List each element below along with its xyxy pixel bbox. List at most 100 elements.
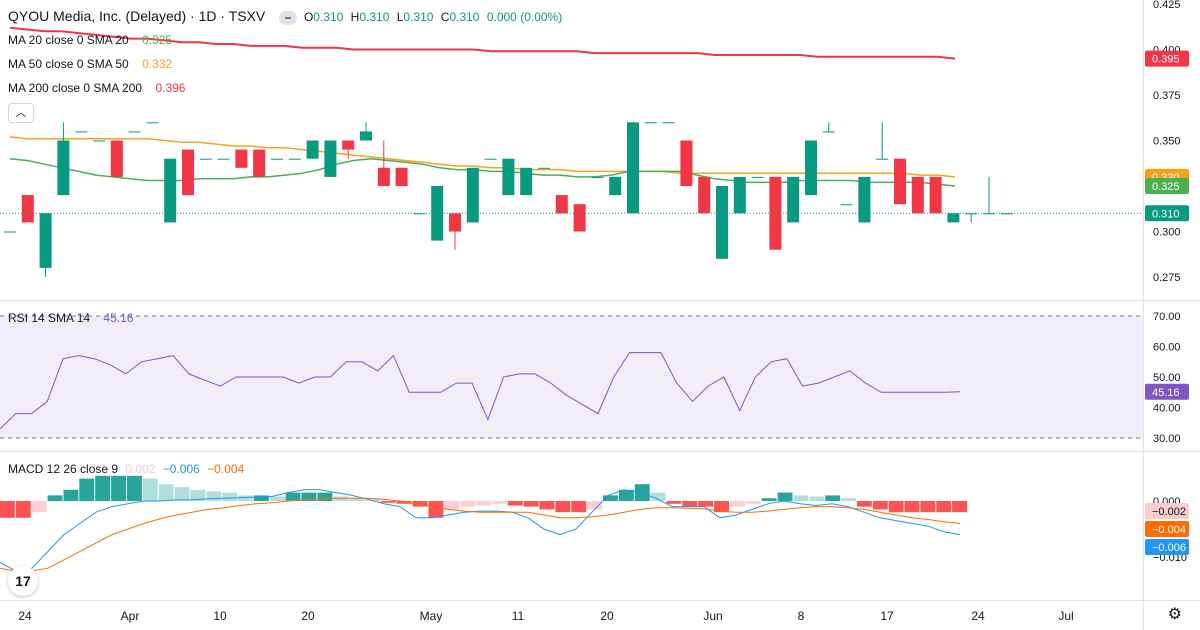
candle[interactable] [413,213,426,215]
symbol-title[interactable]: QYOU Media, Inc. (Delayed) · 1D · TSXV [8,8,266,24]
histogram-bar[interactable] [603,495,618,501]
candle[interactable] [805,140,817,196]
candle[interactable] [965,213,978,223]
histogram-bar[interactable] [904,501,920,513]
histogram-bar[interactable] [698,501,714,507]
histogram-bar[interactable] [111,475,126,501]
candle[interactable] [324,140,337,177]
candle[interactable] [377,140,390,187]
candle[interactable] [769,176,782,250]
candle[interactable] [947,213,960,223]
histogram-bar[interactable] [730,501,745,507]
histogram-bar[interactable] [856,501,872,507]
histogram-bar[interactable] [396,501,412,504]
histogram-bar[interactable] [809,496,825,502]
macd-legend[interactable]: MACD 12 26 close 9 0.002 −0.006 −0.004 [8,462,248,476]
histogram-bar[interactable] [380,501,396,503]
candle[interactable] [787,176,800,223]
histogram-bar[interactable] [476,501,491,506]
histogram-bar[interactable] [412,501,428,507]
candle[interactable] [929,176,942,214]
candle[interactable] [57,122,70,196]
histogram-bar[interactable] [349,498,364,501]
candle[interactable] [983,176,995,215]
candle[interactable] [733,176,746,214]
histogram-bar[interactable] [761,498,777,501]
tradingview-logo[interactable]: 17 [8,566,38,596]
candle[interactable] [449,213,461,250]
candle[interactable] [662,122,675,124]
candle[interactable] [627,122,639,214]
histogram-bar[interactable] [301,492,317,501]
candle[interactable] [271,158,283,160]
candle[interactable] [199,158,212,160]
candle[interactable] [698,176,711,214]
visibility-toggle-icon[interactable] [278,10,297,25]
histogram-bar[interactable] [428,501,444,518]
histogram-bar[interactable] [745,501,761,504]
price-axis[interactable]: 0.4250.4000.3750.3500.3250.3000.27570.00… [1153,0,1187,564]
histogram-bar[interactable] [587,501,602,510]
candle[interactable] [182,149,194,196]
histogram-bar[interactable] [15,501,31,518]
candle[interactable] [751,176,764,178]
candle[interactable] [894,158,906,205]
candle[interactable] [644,122,657,124]
candle[interactable] [128,131,141,133]
histogram-bar[interactable] [95,475,111,501]
histogram-bar[interactable] [888,501,904,513]
histogram-bar[interactable] [222,492,238,501]
histogram-bar[interactable] [825,495,841,501]
histogram-bar[interactable] [190,489,206,501]
ma20-legend[interactable]: MA 20 close 0 SMA 20 0.325 [8,33,176,47]
histogram-bar[interactable] [841,498,856,501]
histogram-bar[interactable] [714,501,729,513]
candle[interactable] [555,195,568,214]
histogram-bar[interactable] [682,501,698,507]
candle[interactable] [4,231,16,233]
histogram-bar[interactable] [555,501,571,513]
candle[interactable] [858,176,871,223]
candle[interactable] [431,186,444,241]
histogram-bar[interactable] [523,501,539,507]
candle[interactable] [484,158,497,160]
histogram-bar[interactable] [777,492,793,501]
histogram-bar[interactable] [618,489,634,501]
histogram-bar[interactable] [174,487,190,501]
candle[interactable] [39,213,52,277]
histogram-bar[interactable] [872,501,888,510]
candle[interactable] [609,176,622,196]
histogram-bar[interactable] [460,501,476,507]
candle[interactable] [395,167,408,186]
macd-histogram[interactable] [0,475,967,518]
candle[interactable] [911,176,924,214]
candle[interactable] [1000,213,1013,215]
chevron-up-icon[interactable]: ︿ [8,103,34,123]
histogram-bar[interactable] [142,478,158,501]
histogram-bar[interactable] [31,501,47,513]
time-axis[interactable]: 24 Apr 10 20 May 11 20 Jun 8 17 24 Jul [18,609,1073,623]
candle[interactable] [876,122,889,160]
histogram-bar[interactable] [920,501,936,513]
candle[interactable] [840,204,853,206]
histogram-bar[interactable] [952,501,967,513]
candle[interactable] [235,149,248,168]
candle[interactable] [573,204,586,232]
rsi-legend[interactable]: RSI 14 SMA 14 45.16 [8,311,137,325]
candle[interactable] [306,140,319,159]
histogram-bar[interactable] [0,501,15,518]
candle[interactable] [146,122,159,124]
histogram-bar[interactable] [507,501,523,506]
ma200-legend[interactable]: MA 200 close 0 SMA 200 0.396 [8,81,189,95]
histogram-bar[interactable] [238,495,253,501]
histogram-bar[interactable] [444,501,460,510]
histogram-bar[interactable] [158,484,174,501]
candle[interactable] [502,158,515,196]
histogram-bar[interactable] [539,501,555,510]
candle[interactable] [93,140,105,142]
histogram-bar[interactable] [491,501,507,504]
histogram-bar[interactable] [634,484,650,501]
candle[interactable] [538,167,550,169]
candle[interactable] [360,122,372,141]
